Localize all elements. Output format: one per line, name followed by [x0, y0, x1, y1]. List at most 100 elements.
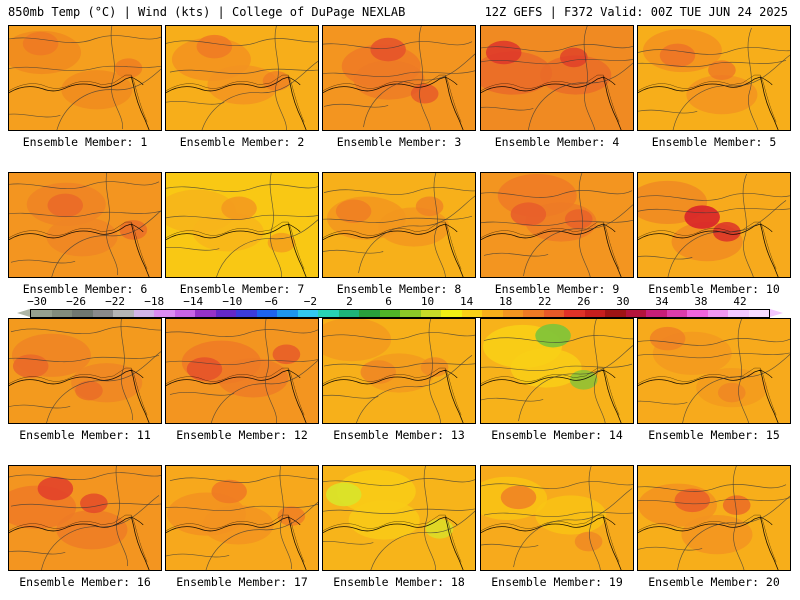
colorbar-tick-label: −2 [302, 295, 318, 308]
ensemble-member-label: Ensemble Member: 15 [635, 428, 793, 442]
colorbar-tick-label: 2 [345, 295, 354, 308]
colorbar-swatch [461, 310, 482, 317]
colorbar-tick-label: 14 [458, 295, 475, 308]
colorbar-swatch [113, 310, 134, 317]
ensemble-member-label: Ensemble Member: 17 [163, 575, 321, 589]
colorbar-swatch [502, 310, 523, 317]
colorbar-tick-label: −22 [104, 295, 127, 308]
ensemble-member-map [165, 25, 319, 131]
ensemble-member-map [480, 318, 634, 424]
colorbar-swatch [543, 310, 564, 317]
colorbar-swatch [728, 310, 749, 317]
ensemble-member-map [322, 465, 476, 571]
colorbar-swatch [379, 310, 400, 317]
ensemble-member-label: Ensemble Member: 14 [478, 428, 636, 442]
colorbar-tick-label: −6 [263, 295, 279, 308]
ensemble-member-map [322, 25, 476, 131]
colorbar-swatch [625, 310, 646, 317]
ensemble-member-map [480, 172, 634, 278]
colorbar-swatch [215, 310, 236, 317]
header-title: 850mb Temp (°C) | Wind (kts) | College o… [8, 5, 406, 19]
colorbar-tick-label: 18 [498, 295, 514, 308]
ensemble-member-label: Ensemble Member: 6 [6, 282, 164, 296]
colorbar-swatch [256, 310, 277, 317]
colorbar-swatch [707, 310, 728, 317]
ensemble-member-label: Ensemble Member: 8 [320, 282, 478, 296]
ensemble-member-label: Ensemble Member: 4 [478, 135, 636, 149]
colorbar-swatch [236, 310, 257, 317]
colorbar-swatch [297, 310, 318, 317]
colorbar-swatch [564, 310, 585, 317]
colorbar-swatch [748, 310, 769, 317]
ensemble-member-map [637, 172, 791, 278]
colorbar-tick-label: 30 [615, 295, 631, 308]
colorbar-tick-label: 10 [419, 295, 436, 308]
colorbar-swatch [174, 310, 195, 317]
colorbar-swatch [646, 310, 667, 317]
colorbar-tick-label: 42 [732, 295, 748, 308]
ensemble-member-map [8, 172, 162, 278]
ensemble-member-label: Ensemble Member: 18 [320, 575, 478, 589]
colorbar-swatch [666, 310, 687, 317]
ensemble-member-map [165, 465, 319, 571]
colorbar-swatch [523, 310, 544, 317]
ensemble-member-map [322, 172, 476, 278]
colorbar-swatch [318, 310, 339, 317]
ensemble-member-map [480, 25, 634, 131]
ensemble-member-map [637, 318, 791, 424]
colorbar-swatch [338, 310, 359, 317]
ensemble-member-map [637, 465, 791, 571]
ensemble-member-map [165, 172, 319, 278]
colorbar-tick-label: 22 [537, 295, 553, 308]
colorbar-swatch [51, 310, 72, 317]
colorbar-tick-label: 6 [384, 295, 393, 308]
ensemble-member-map [637, 25, 791, 131]
ensemble-member-map [322, 318, 476, 424]
colorbar-swatch [420, 310, 441, 317]
ensemble-member-label: Ensemble Member: 7 [163, 282, 321, 296]
colorbar-swatch [133, 310, 154, 317]
ensemble-member-label: Ensemble Member: 10 [635, 282, 793, 296]
colorbar-tick-label: 34 [654, 295, 670, 308]
colorbar-swatch [482, 310, 503, 317]
ensemble-member-label: Ensemble Member: 5 [635, 135, 793, 149]
colorbar-tick-label: −18 [143, 295, 166, 308]
header-run-info: 12Z GEFS | F372 Valid: 00Z TUE JUN 24 20… [484, 5, 788, 19]
colorbar-tick-label: −10 [221, 295, 244, 308]
colorbar-swatch [584, 310, 605, 317]
colorbar-swatch [400, 310, 421, 317]
ensemble-member-map [8, 465, 162, 571]
colorbar-swatch [359, 310, 380, 317]
ensemble-member-map [8, 25, 162, 131]
colorbar-swatch [277, 310, 298, 317]
ensemble-member-label: Ensemble Member: 11 [6, 428, 164, 442]
colorbar-swatch [92, 310, 113, 317]
ensemble-member-map [8, 318, 162, 424]
colorbar-swatch [72, 310, 93, 317]
ensemble-member-label: Ensemble Member: 3 [320, 135, 478, 149]
ensemble-member-label: Ensemble Member: 20 [635, 575, 793, 589]
ensemble-member-label: Ensemble Member: 13 [320, 428, 478, 442]
ensemble-member-label: Ensemble Member: 1 [6, 135, 164, 149]
ensemble-member-label: Ensemble Member: 19 [478, 575, 636, 589]
ensemble-member-label: Ensemble Member: 16 [6, 575, 164, 589]
colorbar-swatch [687, 310, 708, 317]
colorbar-min-arrow [17, 309, 30, 317]
colorbar-tick-label: 26 [576, 295, 592, 308]
ensemble-member-label: Ensemble Member: 12 [163, 428, 321, 442]
colorbar-tick-label: −26 [65, 295, 87, 308]
ensemble-member-map [480, 465, 634, 571]
colorbar-tick-label: 38 [693, 295, 709, 308]
colorbar-strip [30, 309, 770, 318]
colorbar-swatch [154, 310, 175, 317]
colorbar-swatch [605, 310, 626, 317]
ensemble-member-map [165, 318, 319, 424]
colorbar-tick-label: −14 [182, 295, 205, 308]
colorbar-max-arrow [770, 309, 783, 317]
colorbar-tick-label: −30 [26, 295, 48, 308]
colorbar-swatch [195, 310, 216, 317]
ensemble-member-label: Ensemble Member: 9 [478, 282, 636, 296]
ensemble-member-label: Ensemble Member: 2 [163, 135, 321, 149]
colorbar-swatch [31, 310, 52, 317]
colorbar-swatch [441, 310, 462, 317]
